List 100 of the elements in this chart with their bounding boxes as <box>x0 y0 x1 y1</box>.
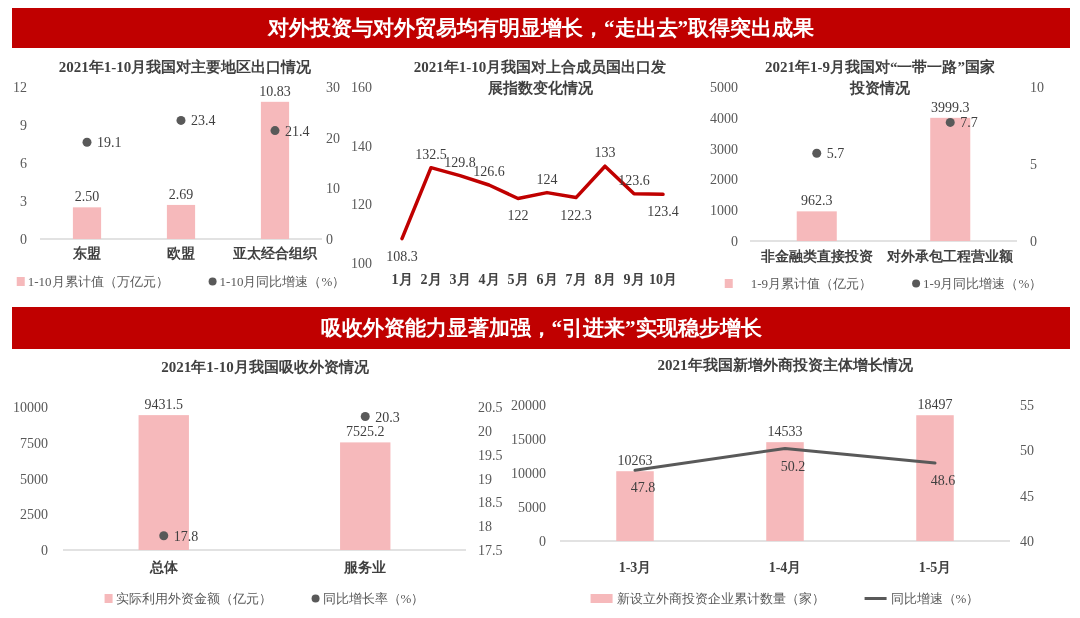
y-tick-label: 2500 <box>20 507 48 523</box>
x-tick-label: 1-5月 <box>918 560 952 575</box>
y2-tick-label: 50 <box>1020 443 1034 459</box>
data-label: 123.4 <box>647 204 679 220</box>
y2-tick-label: 19 <box>478 471 492 487</box>
y2-tick-label: 20 <box>478 423 492 439</box>
y2-tick-label: 17.5 <box>478 543 503 558</box>
y2-tick-label: 19.5 <box>478 447 503 463</box>
y-tick-label: 0 <box>41 543 48 558</box>
y-tick-label: 4000 <box>710 110 738 126</box>
y-tick-label: 0 <box>539 534 546 549</box>
y2-tick-label: 18 <box>478 519 492 535</box>
legend-label: 同比增速（%） <box>890 591 980 606</box>
y2-tick-label: 10 <box>1030 80 1044 95</box>
data-label: 7525.2 <box>346 424 385 440</box>
y-tick-label: 2000 <box>710 172 738 188</box>
data-label: 2.50 <box>74 189 100 205</box>
x-tick-label: 10月 <box>649 272 677 287</box>
y2-tick-label: 0 <box>326 232 333 247</box>
y-tick-label: 140 <box>351 138 372 154</box>
data-label: 108.3 <box>386 248 418 264</box>
chart-title: 2021年1-10月我国吸收外资情况 <box>161 359 370 375</box>
data-label: 20.3 <box>375 409 400 425</box>
y-tick-label: 10000 <box>13 400 48 415</box>
y-tick-label: 0 <box>731 234 738 249</box>
y2-tick-label: 20.5 <box>478 400 503 415</box>
y-tick-label: 120 <box>351 197 372 213</box>
x-tick-label: 东盟 <box>72 245 101 261</box>
y2-tick-label: 5 <box>1030 157 1037 172</box>
data-label: 122.3 <box>560 207 592 223</box>
x-tick-label: 7月 <box>565 272 587 287</box>
legend-label: 实际利用外资金额（亿元） <box>115 591 272 606</box>
bar <box>72 207 102 239</box>
data-label: 9431.5 <box>144 397 183 413</box>
data-label: 7.7 <box>960 115 978 131</box>
y2-tick-label: 45 <box>1020 488 1034 504</box>
data-label: 10.83 <box>259 83 291 99</box>
y2-tick-label: 40 <box>1020 534 1034 549</box>
y-tick-label: 12 <box>13 80 27 95</box>
bar <box>166 204 196 239</box>
y2-tick-label: 30 <box>326 80 340 95</box>
bar <box>916 415 954 541</box>
x-tick-label: 欧盟 <box>167 246 195 261</box>
y-tick-label: 3 <box>20 194 27 209</box>
y-tick-label: 7500 <box>20 435 48 451</box>
point <box>176 115 186 125</box>
y-tick-label: 6 <box>20 156 27 171</box>
point <box>270 126 280 136</box>
data-label: 132.5 <box>415 146 447 162</box>
x-tick-label: 1月 <box>391 272 413 287</box>
data-label: 19.1 <box>97 135 122 151</box>
y-tick-label: 0 <box>20 232 27 247</box>
text: 吸收外资能力显著加强，“引进来”实现稳步增长 <box>320 316 763 340</box>
bar <box>616 471 654 541</box>
data-label: 50.2 <box>780 458 806 474</box>
legend-label: 新设立外商投资企业累计数量（家） <box>616 591 825 606</box>
y-tick-label: 15000 <box>511 432 546 447</box>
y-tick-label: 3000 <box>710 141 738 157</box>
x-tick-label: 4月 <box>478 272 500 287</box>
data-label: 23.4 <box>191 113 216 129</box>
legend-label: 1-10月同比增速（%） <box>219 274 346 289</box>
legend-label: 1-10月累计值（万亿元） <box>27 274 169 289</box>
data-label: 122 <box>507 208 529 224</box>
data-label: 14533 <box>767 424 803 440</box>
chart-title: 2021年1-9月我国对“一带一路”国家投资情况 <box>765 58 995 96</box>
x-tick-label: 总体 <box>148 560 179 575</box>
y-tick-label: 5000 <box>20 471 48 487</box>
y2-tick-label: 0 <box>1030 234 1037 249</box>
data-label: 21.4 <box>285 123 310 139</box>
x-tick-label: 2月 <box>420 272 442 287</box>
data-label: 17.8 <box>173 528 199 544</box>
x-tick-label: 9月 <box>623 272 645 287</box>
y-tick-label: 20000 <box>511 398 546 413</box>
x-tick-label: 6月 <box>536 272 558 287</box>
data-label: 124 <box>536 171 558 187</box>
data-label: 5.7 <box>826 146 845 162</box>
chart-title: 2021年1-10月我国对上合成员国出口发展指数变化情况 <box>413 59 667 96</box>
data-label: 962.3 <box>801 193 833 209</box>
x-tick-label: 3月 <box>449 272 471 287</box>
data-label: 10263 <box>617 453 653 469</box>
y2-tick-label: 55 <box>1020 398 1034 413</box>
data-label: 47.8 <box>630 480 656 496</box>
x-tick-label: 亚太经合组织 <box>232 246 318 261</box>
y-tick-label: 10000 <box>511 466 546 481</box>
data-label: 2.69 <box>168 186 194 202</box>
y-tick-label: 9 <box>20 118 27 133</box>
chart-title: 2021年我国新增外商投资主体增长情况 <box>657 356 914 373</box>
chart-title: 2021年1-10月我国对主要地区出口情况 <box>58 58 313 75</box>
y-tick-label: 1000 <box>710 203 738 219</box>
bar <box>766 442 804 541</box>
y2-tick-label: 18.5 <box>478 495 503 511</box>
y2-tick-label: 10 <box>326 181 340 197</box>
x-tick-label: 非金融类直接投资 <box>759 248 873 264</box>
x-tick-label: 服务业 <box>343 560 387 575</box>
point <box>82 137 92 147</box>
y-tick-label: 5000 <box>518 500 546 515</box>
x-tick-label: 1-3月 <box>618 560 652 575</box>
data-label: 48.6 <box>930 473 956 489</box>
legend-label: 1-9月累计值（亿元） <box>750 276 873 291</box>
legend-label: 1-9月同比增速（%） <box>923 276 1043 291</box>
